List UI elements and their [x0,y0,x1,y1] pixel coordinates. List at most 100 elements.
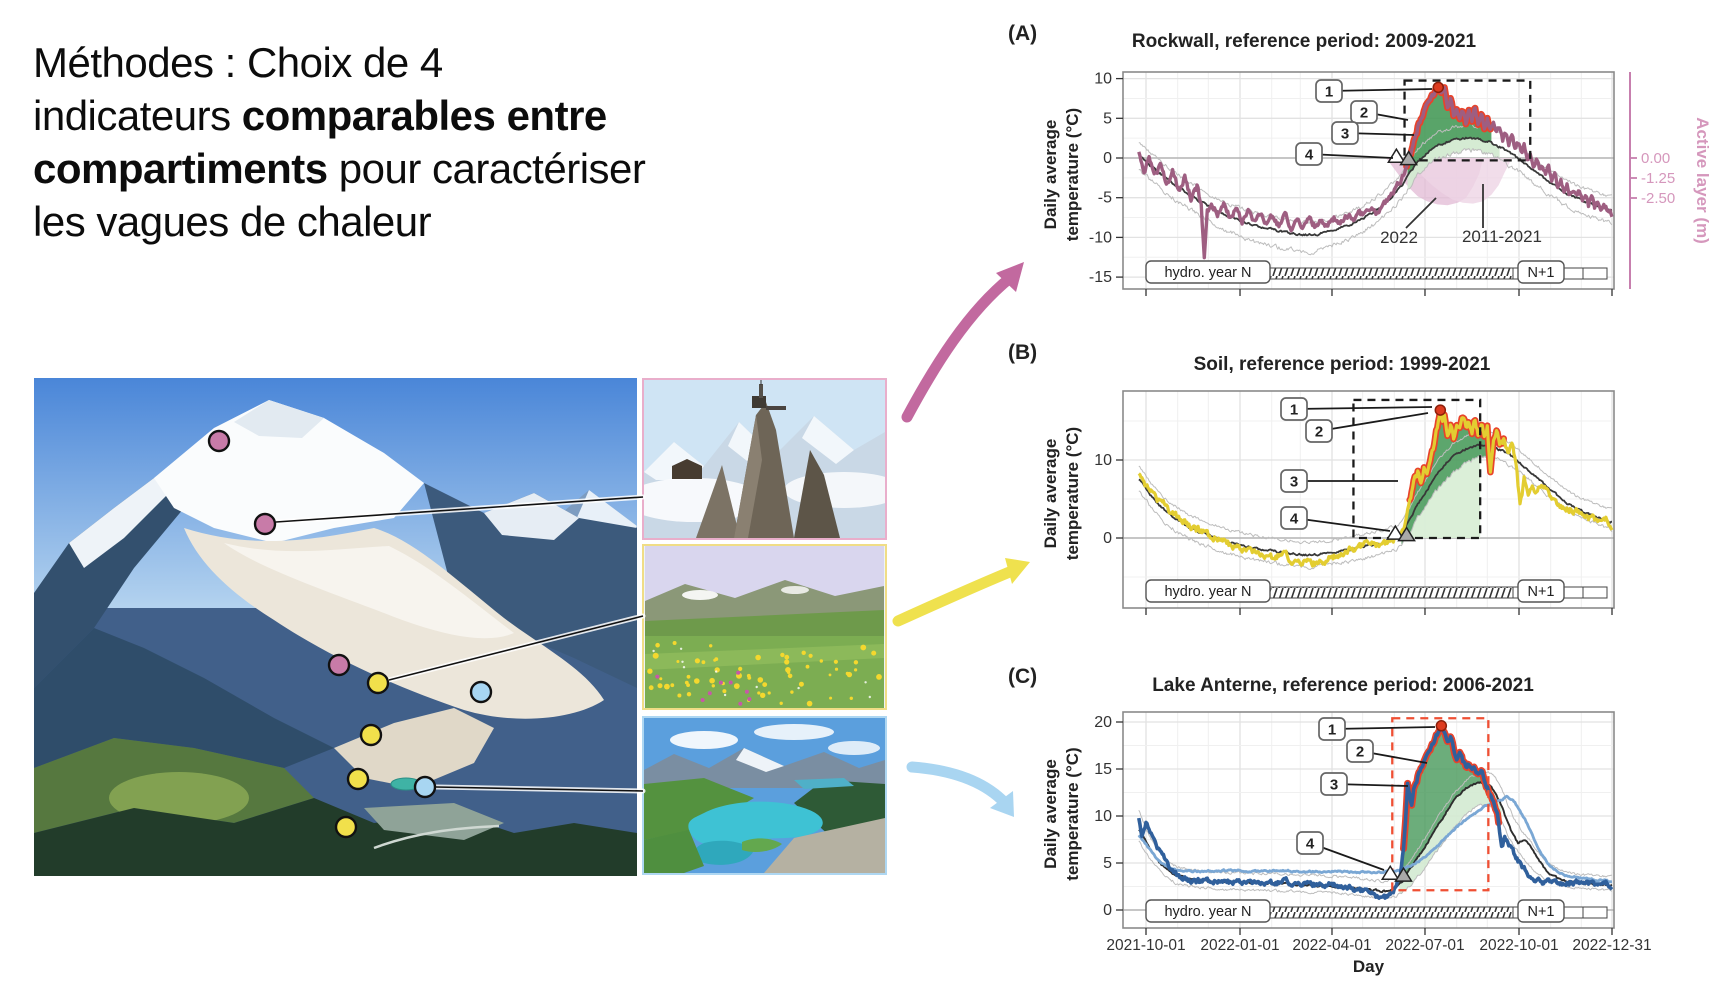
yellow-flower [798,681,804,687]
title-text-bold: comparables entre [241,92,608,139]
yellow-flower [711,684,715,688]
peak-snow [736,748,784,772]
onset-triangle [1394,866,1413,882]
pink-flower [736,670,741,675]
rockwall-photo [642,378,887,540]
title-text: Méthodes : Choix de 4 [33,39,443,86]
lake-anterne-photo [642,716,887,875]
flower-field [647,641,882,707]
series-q-low [1138,803,1613,900]
callout-box [1350,100,1378,124]
lake-lobe [693,840,754,865]
heatwave-fill [1403,455,1481,538]
panel-label-B: (B) [1008,341,1037,364]
annotation-text: 2022 [1380,228,1418,247]
plot-panel [1123,72,1614,289]
yellow-flower [801,650,806,655]
chart-title-B: Soil, reference period: 1999-2021 [1194,354,1491,375]
plot-area [1137,405,1614,570]
mountain-art [34,378,637,876]
left-rock-face [34,458,194,688]
arrow-to-soil-chart-head [1005,558,1030,584]
yellow-flower [828,673,832,677]
active-layer-area-2011-2021 [1406,158,1512,204]
yellow-flower [709,644,713,648]
rock-spire [696,465,740,538]
heatwave-window-box [1403,79,1532,162]
callout-label-1: 1 [1290,402,1298,419]
yellow-flower [860,644,867,651]
distant-lake [794,778,854,789]
callout-label-3: 3 [1341,126,1349,143]
heatwave-fill [1407,86,1492,176]
callout-label-1: 1 [1325,84,1333,101]
yellow-flower [762,682,768,687]
yellow-flower [648,685,654,691]
plot-area [1137,721,1614,900]
rock-spire [794,450,840,538]
y-tick-label: 10 [1094,808,1112,825]
yellow-flower [784,654,790,660]
pink-flower [655,674,660,679]
station-tower [759,384,763,398]
panel-label-C: (C) [1008,665,1037,688]
glacier-tongue [334,708,494,788]
summit-shade [234,400,324,438]
yellow-flower [738,666,743,671]
white-flower [681,660,684,663]
y-axis-title: Daily average [1041,439,1060,549]
plot-panel [1123,712,1614,928]
yellow-flower [652,652,659,659]
callout-leader [1293,517,1391,532]
yellow-flower [694,678,700,684]
y-axis-title: Daily average [1041,759,1060,869]
hydro-year-hatch-bar [1149,586,1514,599]
n-plus-1-label-box [1517,579,1565,603]
white-flower [868,695,871,699]
pink-flower [718,680,723,685]
valley-floor [364,803,504,840]
meadow-photo-art [645,546,884,708]
peak-marker [1435,720,1448,732]
hydro-year-label: hydro. year N [1164,904,1251,920]
callout-box [1296,831,1324,855]
callout-box [1305,419,1333,443]
x-axis-title: Day [1353,957,1385,976]
chart-A: hydro. year N N+1 2022 2011-2021 1 23 4 10 5 0 -5 -… [1008,22,1712,296]
series-mean [1138,443,1613,557]
rockwall-photo-art [644,380,885,538]
snow-patch [781,586,809,594]
y-tick-label: -15 [1089,269,1112,286]
cloud [754,724,834,740]
gridlines [1123,72,1614,289]
y-tick-label: 5 [1103,110,1112,127]
callout-label-1: 1 [1328,722,1336,739]
heatwave-fill [1407,137,1500,190]
callout-label-3: 3 [1330,777,1338,794]
yellow-flower [780,652,785,658]
panel-border [1122,71,1615,290]
onset-triangle [1399,150,1418,166]
yellow-flower [834,667,839,671]
peninsula [742,838,782,852]
callout-label-2: 2 [1356,744,1364,761]
peak-snow [802,416,854,464]
n-plus-1-label: N+1 [1527,904,1554,920]
white-flower [715,670,718,673]
y-axis-title: Daily average [1041,120,1060,230]
grass-foreground [644,830,704,873]
onset-triangle [1380,864,1400,881]
callout-leader [1318,412,1429,432]
callout-leader [1344,132,1415,136]
x-tick-label: 2021-10-01 [1106,937,1185,954]
panel-border [1122,390,1615,609]
yellow-flower [701,660,706,665]
y-tick-label: 0 [1103,902,1112,919]
meadow-photo [642,544,887,710]
annotation-pointer [1405,197,1437,229]
y-tick-label: 0 [1103,150,1112,167]
next-year-bar [1512,267,1608,280]
white-flower [723,693,727,697]
lake-photo-art [644,718,885,873]
callout-label-3: 3 [1290,474,1298,491]
